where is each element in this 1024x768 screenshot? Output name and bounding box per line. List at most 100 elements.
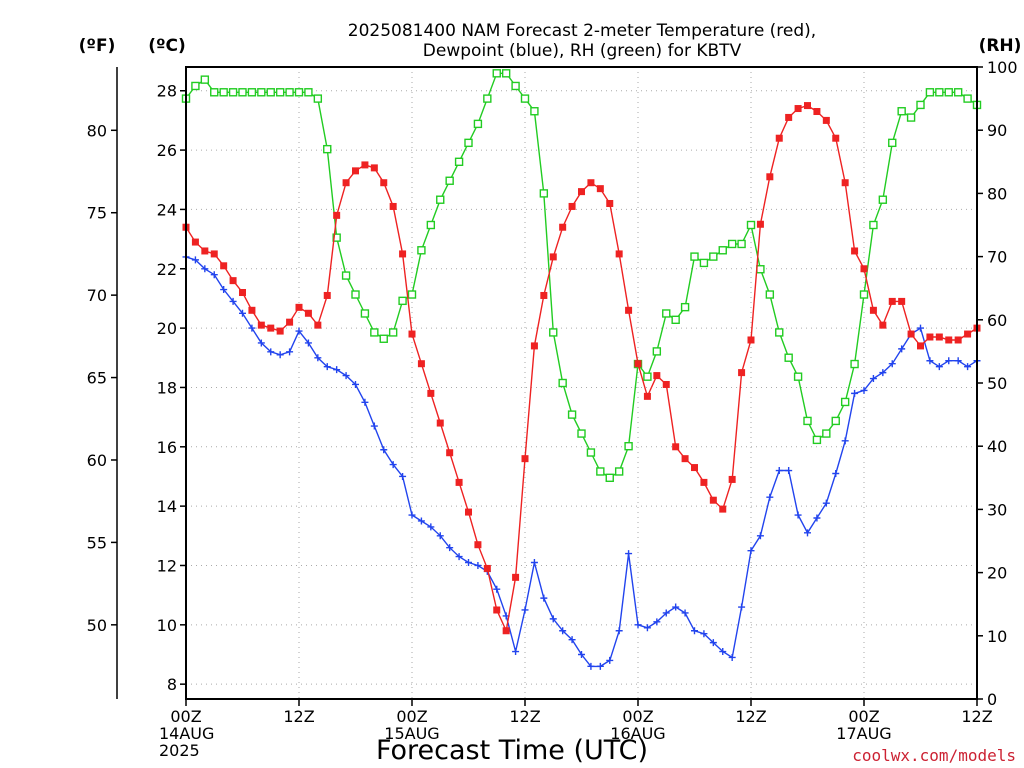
- rh-point: [210, 88, 219, 97]
- rh-point: [935, 88, 944, 97]
- rh-point: [718, 246, 727, 255]
- dewpoint-point: [399, 472, 407, 480]
- dewpoint-point: [427, 523, 435, 531]
- dewpoint-point: [898, 345, 906, 353]
- celsius-tick-label: 12: [157, 556, 177, 575]
- rh-point: [869, 220, 878, 230]
- temperature-point: [738, 369, 746, 377]
- rh-point: [596, 467, 605, 476]
- rh-point: [577, 429, 586, 438]
- dewpoint-point: [220, 286, 228, 294]
- rh-unit-label: (RH): [979, 36, 1022, 56]
- rh-point: [332, 233, 341, 242]
- dewpoint-point: [521, 606, 529, 614]
- temperature-point: [785, 113, 793, 121]
- dewpoint-point: [935, 363, 943, 371]
- rh-point: [812, 435, 822, 445]
- rh-point: [323, 144, 332, 154]
- rh-tick-label: 10: [987, 627, 1007, 646]
- temperature-point: [681, 455, 689, 463]
- dewpoint-point: [201, 265, 209, 273]
- dewpoint-point: [568, 636, 576, 644]
- dewpoint-point: [822, 499, 830, 507]
- rh-point: [784, 353, 793, 362]
- dewpoint-point: [804, 529, 811, 537]
- celsius-tick-label: 26: [157, 141, 177, 160]
- rh-point: [483, 94, 492, 103]
- dewpoint-point: [333, 366, 341, 374]
- temperature-point: [587, 179, 595, 187]
- temperature-point: [898, 297, 906, 305]
- temperature-point: [596, 185, 604, 193]
- dewpoint-point: [813, 514, 821, 522]
- temperature-point: [502, 627, 510, 635]
- rh-point: [266, 88, 275, 97]
- dewpoint-point: [700, 630, 708, 638]
- dewpoint-point: [493, 585, 501, 593]
- celsius-tick-label: 20: [157, 319, 177, 338]
- dewpoint-point: [267, 348, 275, 356]
- rh-point: [614, 467, 624, 476]
- dewpoint-point: [540, 594, 548, 602]
- rh-point: [906, 113, 916, 122]
- dewpoint-point: [304, 339, 312, 347]
- dewpoint-point: [709, 639, 717, 647]
- temperature-point: [455, 478, 463, 486]
- dewpoint-point: [248, 324, 256, 332]
- dewpoint-point: [210, 271, 218, 279]
- dewpoint-point: [295, 327, 303, 335]
- temperature-point: [672, 443, 680, 451]
- rh-point: [388, 328, 398, 337]
- temperature-point: [794, 105, 802, 113]
- rh-point: [530, 107, 539, 116]
- temperature-point: [229, 277, 237, 285]
- x-tick-label: 14AUG: [159, 724, 214, 743]
- fahrenheit-tick-label: 50: [87, 616, 107, 635]
- dewpoint-point: [662, 609, 670, 617]
- rh-point: [549, 328, 558, 337]
- fahrenheit-tick-label: 55: [87, 533, 107, 552]
- temperature-point: [380, 179, 388, 187]
- temperature-point: [869, 306, 877, 314]
- rh-point: [831, 416, 840, 426]
- rh-point: [313, 94, 323, 103]
- rh-point: [888, 138, 897, 148]
- temperature-point: [512, 573, 520, 581]
- rh-point: [897, 107, 906, 116]
- rh-point: [294, 88, 304, 97]
- dewpoint-point: [596, 662, 604, 670]
- rh-point: [944, 88, 953, 97]
- dewpoint-point: [549, 615, 557, 623]
- rh-point: [228, 88, 238, 97]
- temperature-point: [427, 389, 435, 397]
- dewpoint-point: [512, 648, 520, 656]
- rh-tick-label: 30: [987, 500, 1007, 519]
- dewpoint-point: [672, 603, 680, 611]
- rh-point: [803, 416, 812, 426]
- rh-point: [191, 81, 200, 91]
- rh-point: [304, 88, 313, 97]
- rh-point: [737, 239, 746, 249]
- temperature-point: [493, 606, 501, 614]
- dewpoint-point: [719, 648, 727, 656]
- rh-tick-label: 70: [987, 248, 1007, 267]
- grid-lines: [185, 67, 978, 699]
- rh-point: [407, 290, 417, 299]
- x-axis-title: Forecast Time (UTC): [376, 735, 648, 766]
- rh-point: [859, 290, 869, 299]
- celsius-tick-label: 22: [157, 260, 177, 279]
- temperature-point: [568, 202, 576, 210]
- series-dewpoint: [182, 253, 981, 670]
- dewpoint-point: [869, 375, 877, 383]
- rh-line: [185, 72, 978, 479]
- temperature-point: [370, 164, 378, 172]
- celsius-unit-label: (ºC): [148, 36, 186, 56]
- dewpoint-point: [323, 363, 331, 371]
- temperature-point: [766, 173, 774, 181]
- dewpoint-point: [257, 339, 265, 347]
- temperature-point: [728, 475, 736, 483]
- dewpoint-point: [361, 398, 369, 406]
- fahrenheit-axis: 50 55 60 65 70 75 80: [87, 67, 118, 699]
- rh-point: [200, 75, 210, 84]
